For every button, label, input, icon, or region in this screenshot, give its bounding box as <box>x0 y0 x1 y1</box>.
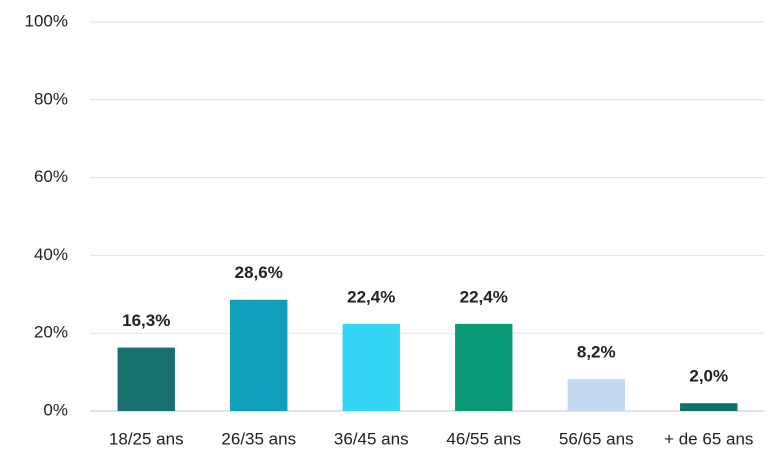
x-tick-label: + de 65 ans <box>664 429 753 448</box>
data-label: 2,0% <box>689 367 728 386</box>
y-tick-label: 60% <box>34 167 68 186</box>
y-tick-label: 80% <box>34 89 68 108</box>
data-label: 16,3% <box>122 311 170 330</box>
y-tick-label: 20% <box>34 323 68 342</box>
data-label: 22,4% <box>460 287 508 306</box>
x-tick-label: 18/25 ans <box>109 429 184 448</box>
x-tick-label: 26/35 ans <box>221 429 296 448</box>
x-tick-label: 36/45 ans <box>334 429 409 448</box>
data-label: 22,4% <box>347 287 395 306</box>
x-tick-label: 46/55 ans <box>446 429 521 448</box>
bar <box>455 323 513 411</box>
y-tick-label: 0% <box>43 400 68 419</box>
bar <box>342 323 400 411</box>
bar <box>567 379 625 411</box>
data-label: 28,6% <box>235 263 283 282</box>
x-tick-label: 56/65 ans <box>559 429 634 448</box>
y-tick-label: 40% <box>34 245 68 264</box>
bar <box>680 403 738 411</box>
y-tick-label: 100% <box>25 11 68 30</box>
bar <box>230 299 288 411</box>
data-label: 8,2% <box>577 343 616 362</box>
bar <box>117 347 175 411</box>
